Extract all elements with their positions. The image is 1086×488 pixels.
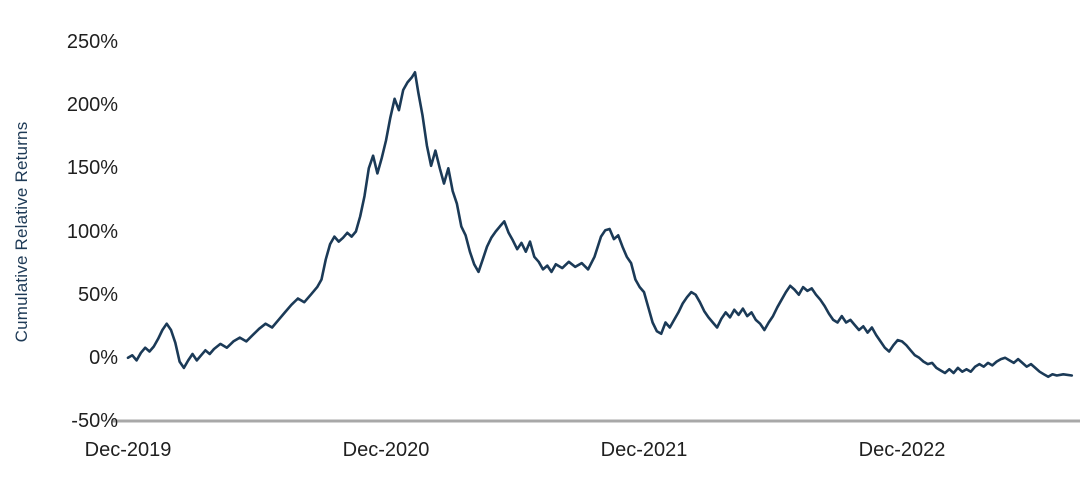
x-tick-label: Dec-2022 <box>858 439 946 461</box>
y-tick-label: -50% <box>71 410 118 432</box>
y-tick-label: 250% <box>66 31 118 53</box>
x-tick-label: Dec-2019 <box>84 439 172 461</box>
y-tick-label: 0% <box>89 346 118 369</box>
y-tick-label: 200% <box>66 94 118 117</box>
y-tick-label: 100% <box>66 220 118 243</box>
series-line <box>126 71 1074 379</box>
x-tick-label: Dec-2021 <box>600 439 688 461</box>
x-tick-label: Dec-2020 <box>342 439 430 461</box>
y-tick-label: 150% <box>66 157 118 180</box>
y-tick-label: 50% <box>77 283 118 306</box>
